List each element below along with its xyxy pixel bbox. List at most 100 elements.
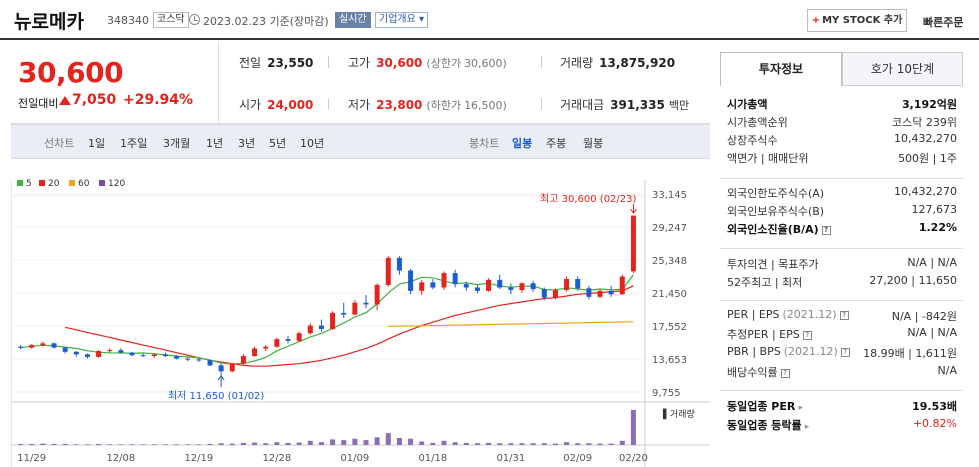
info-value: 1.22%	[918, 221, 957, 234]
info-value: N/A | N/A	[907, 326, 957, 339]
volume-bar	[318, 442, 324, 445]
info-pbr-bps: PBR | BPS (2021.12)? 18.99배 | 1,611원	[727, 345, 961, 363]
candle-body	[296, 333, 302, 341]
chevron-right-icon: ▸	[795, 403, 804, 413]
x-tick-label: 02/20	[619, 453, 648, 464]
candle-body	[564, 279, 570, 291]
candle-body	[185, 358, 191, 360]
candle-monthly[interactable]: 월봉	[583, 137, 604, 150]
tab-invest-info[interactable]: 투자정보	[720, 52, 842, 86]
company-overview-dropdown[interactable]: 기업개요 ▾	[375, 12, 429, 28]
change-label: 전일대비	[18, 97, 59, 110]
legend-ma60: 60	[69, 179, 89, 189]
candle-body	[619, 276, 625, 295]
volume-bar	[107, 444, 113, 445]
change-amount: 7,050	[72, 92, 117, 108]
period-5y[interactable]: 5년	[269, 137, 287, 150]
max-arrow-icon	[630, 204, 637, 214]
min-arrow-icon	[217, 375, 225, 387]
candle-body	[463, 284, 469, 288]
info-foreign-limit: 외국인한도주식수(A) 10,432,270	[727, 185, 961, 203]
y-tick-label: 9,755	[652, 388, 681, 399]
candle-body	[129, 352, 135, 356]
info-week52-range: 52주최고 | 최저 27,200 | 11,650	[727, 274, 961, 292]
help-icon[interactable]: ?	[821, 226, 831, 235]
candle-body	[84, 354, 90, 357]
help-icon[interactable]: ?	[802, 331, 812, 340]
candle-body	[140, 355, 146, 357]
info-label: PER | EPS (2021.12)?	[727, 308, 849, 321]
volume-bar	[497, 443, 503, 445]
candle-body	[51, 343, 57, 348]
quick-order-link[interactable]: 빠른주문	[923, 16, 964, 29]
info-industry-change: 동일업종 등락률 ▸ +0.82%	[727, 417, 961, 435]
volume-bar	[296, 442, 302, 445]
candle-body	[430, 282, 436, 288]
price-chart: 5 20 60 120 33,145 29,247 25,348 21,450 17,5…	[11, 172, 710, 467]
ma20-line	[64, 285, 634, 367]
candle-chart-label: 봉차트	[469, 137, 500, 150]
period-1d[interactable]: 1일	[88, 137, 106, 150]
volume-bar	[218, 443, 224, 445]
candle-body	[62, 347, 68, 352]
candle-body	[274, 339, 280, 347]
info-value: N/A | -842원	[891, 310, 957, 323]
candle-body	[508, 287, 514, 291]
add-my-stock-button[interactable]: + MY STOCK 추가	[807, 9, 907, 32]
base-date: 2023.02.23 기준(장마감)	[203, 15, 329, 28]
candle-body	[486, 279, 492, 291]
candle-daily[interactable]: 일봉	[512, 137, 533, 150]
volume-bar	[419, 441, 425, 445]
volume-bar	[564, 442, 570, 445]
volume-bar	[185, 444, 191, 445]
volume-bar	[541, 443, 547, 445]
candle-weekly[interactable]: 주봉	[546, 137, 567, 150]
volume-bar	[240, 442, 246, 445]
invest-info-panel: 투자정보 호가 10단계 시가총액 3,192억원 시가총액순위 코스닥 239위 상장…	[720, 52, 963, 467]
info-value: 18.99배 | 1,611원	[863, 347, 957, 360]
volume-bar	[430, 442, 436, 445]
x-tick-label: 11/29	[17, 453, 46, 464]
help-icon[interactable]: ?	[780, 369, 790, 378]
info-value: 19.53배	[912, 400, 957, 413]
min-price-label: 최저 11,650 (01/02)	[168, 390, 264, 402]
candle-body	[229, 363, 235, 372]
chevron-down-icon: ▾	[419, 14, 425, 25]
info-foreign-holdings: 외국인보유주식수(B) 127,673	[727, 203, 961, 221]
tab-order-book[interactable]: 호가 10단계	[842, 52, 963, 86]
candle-body	[441, 273, 447, 288]
period-1w[interactable]: 1주일	[120, 137, 148, 150]
candle-body	[630, 215, 636, 272]
info-label: 액면가 | 매매단위	[727, 152, 809, 165]
candle-body	[497, 279, 503, 288]
volume-bar	[307, 440, 313, 445]
candle-body	[597, 290, 603, 297]
period-10y[interactable]: 10년	[300, 137, 325, 150]
x-tick-label: 01/31	[496, 453, 525, 464]
help-icon[interactable]: ?	[839, 311, 849, 320]
candle-body	[318, 325, 324, 329]
candle-body	[519, 283, 525, 291]
period-3m[interactable]: 3개월	[163, 137, 191, 150]
period-3y[interactable]: 3년	[238, 137, 256, 150]
volume-bar	[508, 443, 514, 445]
candle-body	[419, 282, 425, 291]
candle-body	[307, 325, 313, 334]
x-tick-label: 01/09	[340, 453, 369, 464]
info-label: 배당수익률?	[727, 364, 790, 380]
volume-bar	[452, 442, 458, 445]
info-per-eps: PER | EPS (2021.12)? N/A | -842원	[727, 308, 961, 326]
volume-bar	[18, 443, 24, 445]
info-value: N/A	[937, 364, 957, 377]
period-1y[interactable]: 1년	[206, 137, 224, 150]
realtime-button[interactable]: 실시간	[335, 12, 371, 28]
help-icon[interactable]: ?	[840, 348, 850, 357]
candle-body	[474, 287, 480, 291]
volume-bar	[352, 438, 358, 445]
volume-bar	[84, 444, 90, 445]
current-price: 30,600	[18, 56, 124, 89]
info-label: 52주최고 | 최저	[727, 276, 803, 289]
volume-bar	[73, 444, 79, 445]
volume-bar	[463, 442, 469, 445]
add-my-stock-label: MY STOCK 추가	[822, 15, 903, 26]
